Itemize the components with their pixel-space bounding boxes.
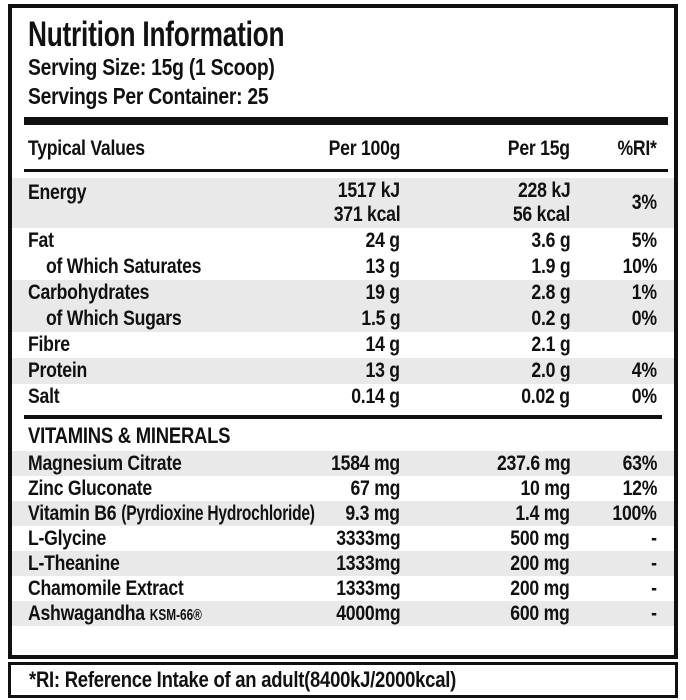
energy-label: Energy — [28, 181, 87, 204]
table-row-sugars: of Which Sugars 1.5 g 0.2 g 0% — [12, 306, 674, 332]
energy-ri: 3% — [631, 191, 657, 214]
servings-per-container-line: Servings Per Container: 25 — [28, 83, 314, 110]
table-row-saturates: of Which Saturates 13 g 1.9 g 10% — [46, 255, 657, 278]
table-row-l-theanine: L-Theanine 1333mg 200 mg - — [12, 551, 674, 576]
reference-intake-footnote-box: *RI: Reference Intake of an adult(8400kJ… — [8, 662, 678, 698]
table-row-vitamin-b6: Vitamin B6 (Pyrdioxine Hydrochloride) 9.… — [12, 501, 674, 526]
table-row-l-glycine: L-Glycine 3333mg 500 mg - — [28, 526, 657, 550]
table-row-salt: Salt 0.14 g 0.02 g 0% — [28, 385, 657, 408]
panel-title-text: Nutrition Information — [28, 15, 285, 54]
table-row-zinc-gluconate: Zinc Gluconate 67 mg 10 mg 12% — [28, 476, 657, 500]
table-row-chamomile-extract: Chamomile Extract 1333mg 200 mg - — [28, 576, 657, 600]
table-row-carbohydrates: Carbohydrates 19 g 2.8 g 1% — [12, 280, 674, 306]
header-divider-line — [24, 169, 668, 172]
panel-title: Nutrition Information — [28, 16, 370, 54]
column-header-row: Typical Values Per 100g Per 15g %RI* — [12, 128, 674, 170]
col-header-per-15g: Per 15g — [508, 137, 570, 160]
servings-per-container-text: Servings Per Container: 25 — [28, 83, 269, 109]
table-row-protein: Protein 13 g 2.0 g 4% — [12, 358, 674, 384]
vitamins-section-header: VITAMINS & MINERALS — [28, 423, 231, 448]
header-separator-bar — [24, 117, 668, 125]
table-row-fat: Fat 24 g 3.6 g 5% — [28, 229, 657, 252]
ashwagandha-trademark: KSM-66® — [149, 606, 202, 624]
table-row-fibre: Fibre 14 g 2.1 g — [28, 333, 570, 356]
table-body: Energy 1517 kJ 371 kcal 228 kJ 56 kcal 3… — [12, 178, 674, 626]
col-header-ri: %RI* — [617, 137, 657, 160]
energy-per-15g: 228 kJ 56 kcal — [512, 179, 570, 226]
vitamin-b6-chemical-name: (Pyrdioxine Hydrochloride) — [120, 501, 315, 525]
col-header-per-100g: Per 100g — [328, 137, 400, 160]
table-row-magnesium-citrate: Magnesium Citrate 1584 mg 237.6 mg 63% — [12, 451, 674, 476]
serving-size-text: Serving Size: 15g (1 Scoop) — [28, 54, 275, 80]
serving-size-line: Serving Size: 15g (1 Scoop) — [28, 54, 322, 81]
reference-intake-footnote: *RI: Reference Intake of an adult(8400kJ… — [29, 667, 457, 692]
section-divider-line — [24, 415, 662, 419]
energy-per-100g: 1517 kJ 371 kcal — [333, 179, 400, 226]
table-row-ashwagandha: Ashwagandha KSM-66® 4000mg 600 mg - — [12, 601, 674, 626]
table-row-energy: Energy 1517 kJ 371 kcal 228 kJ 56 kcal 3… — [12, 178, 674, 228]
col-header-typical-values: Typical Values — [28, 137, 145, 160]
nutrition-panel: Nutrition Information Serving Size: 15g … — [8, 4, 678, 659]
